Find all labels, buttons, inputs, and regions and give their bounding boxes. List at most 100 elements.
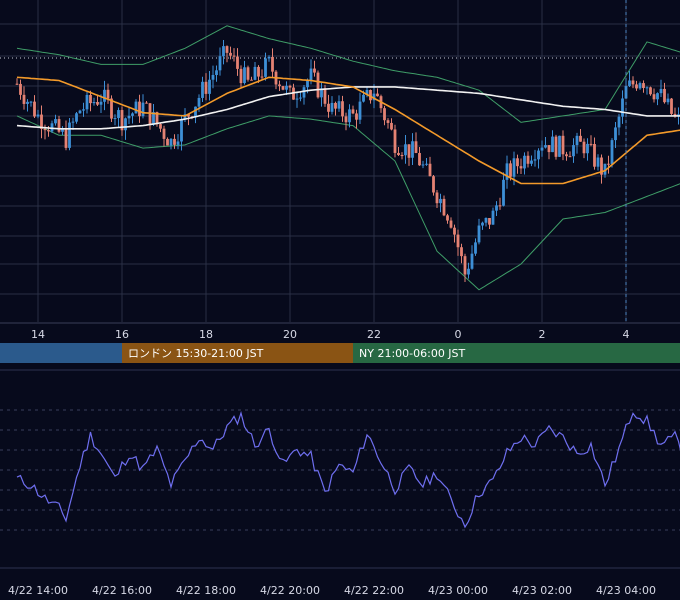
candle-body: [208, 79, 211, 94]
candle-body: [197, 97, 201, 107]
candle-body: [89, 94, 92, 104]
candle-body: [631, 80, 635, 85]
candle-body: [50, 123, 54, 132]
candle-body: [446, 215, 449, 221]
candle-body: [589, 143, 593, 145]
candle-body: [239, 68, 243, 84]
price-axis-tick-label: 18: [199, 328, 213, 341]
candle-body: [162, 128, 166, 139]
bollinger-bands: [16, 25, 680, 291]
candle-body: [341, 101, 344, 117]
candle-body: [614, 127, 617, 141]
price-axis-tick-label: 14: [31, 328, 45, 341]
candle-body: [649, 87, 652, 95]
candle-body: [610, 140, 614, 165]
candle-body: [421, 164, 425, 166]
candle-body: [491, 210, 495, 225]
candle-body: [369, 89, 372, 101]
candle-body: [229, 52, 232, 56]
candle-body: [306, 80, 309, 88]
candle-body: [68, 122, 71, 148]
candle-body: [187, 114, 190, 117]
price-axis-tick-label: 16: [115, 328, 129, 341]
candle-body: [166, 138, 169, 146]
candle-body: [635, 84, 638, 89]
time-axis-tick-label: 4/22 18:00: [176, 584, 236, 597]
candle-body: [78, 110, 82, 114]
candle-body: [103, 89, 106, 102]
candle-body: [603, 163, 607, 175]
candle-body: [400, 155, 404, 157]
candle-body: [425, 163, 428, 165]
candle-body: [278, 84, 281, 87]
candle-body: [516, 158, 519, 167]
session-ny-label: NY 21:00-06:00 JST: [359, 347, 466, 360]
candle-body: [320, 88, 323, 98]
candle-body: [523, 155, 526, 169]
candle-body: [547, 145, 551, 153]
candle-body: [663, 88, 666, 103]
candle-body: [257, 66, 260, 77]
candle-body: [145, 102, 148, 104]
candle-body: [131, 113, 134, 116]
time-axis-tick-label: 4/23 02:00: [512, 584, 572, 597]
candle-body: [575, 135, 579, 146]
candle-body: [57, 119, 61, 132]
candle-body: [236, 56, 239, 69]
session-bar: ロンドン 15:30-21:00 JST NY 21:00-06:00 JST: [0, 343, 680, 363]
candle-body: [509, 163, 512, 177]
candle-body: [386, 120, 390, 123]
candle-body: [176, 141, 180, 145]
candle-body: [113, 118, 117, 120]
candle-body: [477, 225, 481, 243]
candle-body: [75, 113, 78, 122]
candle-body: [19, 83, 22, 95]
candle-body: [194, 106, 197, 118]
candle-body: [551, 136, 554, 153]
candle-body: [488, 217, 491, 225]
candle-body: [253, 66, 257, 80]
candle-body: [537, 150, 540, 160]
candle-body: [652, 94, 656, 100]
short-ma-line: [16, 76, 680, 185]
candle-body: [106, 89, 110, 99]
candle-body: [432, 176, 435, 193]
time-axis-tick-label: 4/22 22:00: [344, 584, 404, 597]
candle-body: [22, 94, 26, 104]
candle-body: [246, 67, 250, 80]
candle-body: [481, 222, 484, 226]
bollinger-lower-line: [16, 115, 680, 291]
moving-averages: [16, 76, 680, 185]
candle-body: [40, 114, 43, 129]
candle-body: [232, 55, 236, 57]
candle-body: [169, 138, 173, 146]
candle-body: [596, 157, 600, 167]
candle-body: [138, 101, 141, 117]
candle-body: [526, 155, 530, 164]
candle-body: [579, 135, 582, 142]
time-axis-tick-label: 4/23 04:00: [596, 584, 656, 597]
candle-body: [442, 198, 446, 216]
candle-body: [337, 101, 341, 109]
candle-body: [565, 154, 568, 157]
candle-body: [372, 93, 376, 101]
candle-body: [502, 179, 505, 206]
time-axis-tick-label: 4/23 00:00: [428, 584, 488, 597]
candle-body: [36, 114, 40, 117]
candle-body: [617, 116, 621, 128]
price-axis-tick-label: 0: [455, 328, 462, 341]
candle-body: [96, 102, 99, 105]
session-london-label: ロンドン 15:30-21:00 JST: [128, 347, 264, 360]
candle-body: [358, 101, 362, 120]
candle-body: [519, 166, 523, 169]
price-grid: [0, 0, 680, 324]
candle-body: [155, 112, 159, 125]
candle-body: [600, 157, 603, 175]
candle-body: [120, 110, 124, 131]
price-axis-tick-label: 22: [367, 328, 381, 341]
candle-body: [327, 103, 330, 112]
candle-body: [407, 144, 411, 158]
session-ny-band: [353, 343, 680, 363]
